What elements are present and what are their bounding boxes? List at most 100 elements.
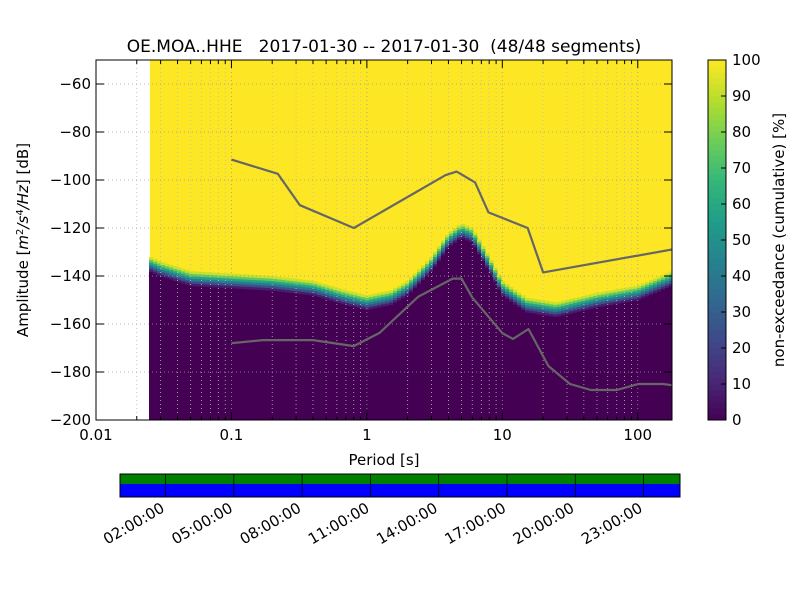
heatmap-cell [245,288,250,420]
heatmap-cell [477,253,482,420]
heatmap-cell [649,282,654,286]
heatmap-cell [249,279,254,283]
heatmap-cell [477,249,482,252]
heatmap-cell [365,304,370,308]
heatmap-cell [581,305,586,309]
colorbar-segment [708,294,726,301]
heatmap-cell [493,274,498,278]
heatmap-cell [669,281,672,284]
heatmap-cell [361,308,366,420]
heatmap-cell [257,277,262,281]
heatmap-cell [209,279,214,283]
heatmap-cell [453,232,458,236]
heatmap-cell [669,274,672,277]
heatmap-cell [437,255,442,259]
heatmap-cell [377,302,382,306]
heatmap-cell [425,263,430,267]
heatmap-cell [361,299,366,302]
heatmap-cell [165,266,170,269]
heatmap-cell [153,268,158,272]
heatmap-cell [269,287,274,291]
heatmap-cell [517,297,522,301]
heatmap-cell [585,297,590,301]
heatmap-cell [393,299,398,303]
heatmap-cell [329,288,334,292]
heatmap-cell [309,287,314,291]
heatmap-cell [261,287,266,291]
heatmap-cell [201,274,206,278]
heatmap-cell [401,297,406,420]
heatmap-cell [485,265,490,268]
heatmap-cell [213,287,218,420]
heatmap-cell [245,274,250,278]
heatmap-cell [429,259,434,263]
heatmap-cell [341,299,346,302]
heatmap-cell [461,233,466,237]
colorbar-segment [708,204,726,211]
heatmap-cell [665,278,670,281]
heatmap-cell [333,289,338,293]
heatmap-cell [361,294,366,298]
heatmap-cell [489,274,494,420]
heatmap-cell [277,283,282,287]
colorbar-segment [708,102,726,109]
heatmap-cell [333,294,338,298]
heatmap-cell [285,277,290,281]
heatmap-cell [493,281,498,420]
heatmap-cell [293,288,298,291]
heatmap-cell [301,282,306,285]
heatmap-cell [525,300,530,303]
heatmap-cell [517,302,522,305]
heatmap-cell [525,297,530,301]
heatmap-cell [433,266,438,420]
heatmap-cell [153,259,158,262]
heatmap-cell [205,272,210,275]
heatmap-cell [389,290,394,293]
heatmap-cell [449,233,454,237]
timeline-tick-label: 02:00:00 [100,499,167,548]
heatmap-cell [433,251,438,255]
heatmap-cell [329,290,334,294]
heatmap-cell [661,286,666,290]
heatmap-cell [161,262,166,266]
y-axis-label: Amplitude [m2/s4/Hz] [dB] [14,143,32,337]
heatmap-cell [317,296,322,420]
heatmap-cell [425,266,430,269]
heatmap-cell [645,286,650,290]
heatmap-cell [181,280,186,284]
heatmap-cell [585,304,590,308]
heatmap-cell [569,301,574,305]
heatmap-cell [569,303,574,307]
heatmap-cell [649,292,654,295]
heatmap-cell [337,302,342,420]
colorbar-tick-label: 100 [732,51,761,69]
heatmap-cell [565,304,570,308]
heatmap-cell [641,290,646,294]
colorbar-tick-label: 10 [732,375,751,393]
heatmap-cell [345,293,350,296]
heatmap-cell [597,297,602,300]
low-noise-model-line [231,277,672,392]
heatmap-cell [317,289,322,293]
x-axis-ticks: 0.01 0.1 1 10 100 [79,60,652,444]
heatmap-cell [389,295,394,298]
heatmap-cell [445,249,450,420]
heatmap-layer [149,60,672,420]
heatmap-cell [653,283,658,286]
heatmap-cell [413,280,418,284]
heatmap-cell [193,281,198,284]
heatmap-cell [277,279,282,282]
heatmap-cell [181,273,186,277]
heatmap-cell [513,292,518,295]
heatmap-cell [589,301,594,305]
heatmap-cell [377,307,382,420]
grid-layer [96,60,672,420]
colorbar-segment [708,60,726,67]
heatmap-cell [373,305,378,309]
heatmap-cell [257,289,262,420]
heatmap-cell [257,284,262,288]
heatmap-cell [293,293,298,420]
timeline-tick-label: 23:00:00 [578,499,645,548]
heatmap-cell [353,306,358,420]
heatmap-cell [305,287,310,290]
